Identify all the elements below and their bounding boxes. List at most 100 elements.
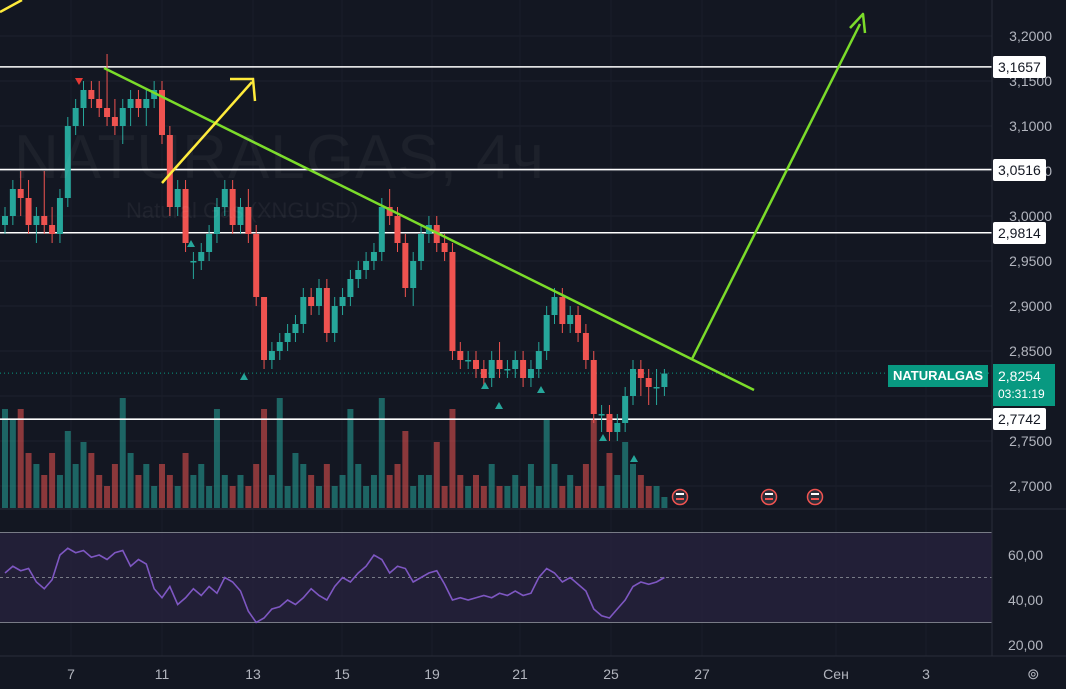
volume-bar [543,420,550,508]
candle-body [2,216,8,225]
volume-bar [386,475,393,508]
volume-bar [488,464,495,508]
candle-body [41,216,48,225]
volume-bar [402,431,409,508]
volume-bar [520,486,527,508]
flag-stripe [811,498,819,500]
volume-bar [96,475,103,508]
candle-body [488,360,495,378]
volume-bar [221,475,228,508]
candle-body [119,108,126,126]
volume-bar [323,464,330,508]
candle-body [174,189,181,207]
buy-signal-marker [537,386,545,393]
volume-bars [2,398,668,508]
candle-body [575,315,582,333]
candle-body [190,261,197,263]
volume-bar [614,475,621,508]
volume-bar [504,486,511,508]
volume-bar [378,398,385,508]
us-flag-event-icon[interactable] [806,488,824,506]
drawing-annotations [0,0,867,506]
volume-bar [300,464,307,508]
volume-bar [331,486,338,508]
volume-bar [237,475,244,508]
volume-bar [410,486,417,508]
breakout-arrow-line[interactable] [690,23,862,360]
us-flag-event-icon[interactable] [671,488,689,506]
candle-body [151,90,158,99]
volume-bar [590,420,597,508]
volume-bar [159,464,165,508]
candle-body [480,369,487,378]
descending-trend-line[interactable] [103,66,755,392]
candle-body [402,243,409,288]
volume-bar [88,453,95,508]
volume-bar [17,409,24,508]
current-price-value: 2,8254 [998,368,1041,384]
us-flag-event-icon[interactable] [760,488,778,506]
rsi-tick-label: 40,00 [1008,592,1043,608]
candle-body [645,378,652,387]
candle-body [457,351,464,360]
volume-bar [174,486,181,508]
time-tick-label: 13 [245,666,261,682]
level-price-label: 2,7742 [993,408,1046,431]
candle-body [410,261,417,288]
current-price-label: 2,8254 03:31:19 [993,364,1055,406]
candle-body [143,99,150,108]
settings-gear-icon[interactable]: ⊚ [1027,666,1040,683]
volume-bar [182,453,189,508]
candle-body [104,108,111,117]
candle-body [9,189,16,216]
candle-body [394,216,401,243]
volume-bar [355,464,362,508]
level-price-label: 3,1657 [993,55,1046,78]
candle-body [418,234,425,261]
volume-bar [56,475,63,508]
time-tick-label: 3 [922,666,930,682]
volume-bar [135,475,142,508]
rsi-band [0,532,992,623]
time-tick-label: 7 [67,666,75,682]
candle-body [127,99,134,108]
rsi-line [4,547,665,624]
candle-body [80,90,87,108]
candle-body [512,360,519,369]
price-tick-label: 3,0000 [1009,208,1052,224]
price-tick-label: 2,9500 [1009,253,1052,269]
volume-bar [64,431,71,508]
volume-bar [535,486,542,508]
volume-bar [661,497,668,508]
yellow-arrow-line[interactable] [161,81,253,184]
candle-body [386,207,393,216]
volume-bar [80,442,87,508]
price-tick-label: 2,9000 [1009,298,1052,314]
buy-signal-marker [481,382,489,389]
candle-body [441,243,448,252]
volume-bar [198,464,205,508]
volume-bar [394,464,401,508]
candle-body [606,414,613,432]
volume-bar [33,464,40,508]
volume-bar [72,464,79,508]
candle-body [276,342,283,351]
price-tick-label: 2,7500 [1009,433,1052,449]
yellow-arrow-top-left [0,0,23,14]
rsi-pane [0,532,992,624]
candle-body [33,216,40,225]
candle-body [465,360,472,362]
candle-body [56,198,63,234]
volume-bar [253,464,260,508]
volume-bar [143,464,150,508]
volume-bar [363,486,370,508]
volume-bar [465,486,472,508]
volume-bar [527,464,534,508]
volume-bar [449,409,456,508]
candle-body [535,351,542,369]
volume-bar [292,453,299,508]
volume-bar [606,453,613,508]
price-tick-label: 2,8500 [1009,343,1052,359]
bar-countdown: 03:31:19 [998,387,1045,401]
